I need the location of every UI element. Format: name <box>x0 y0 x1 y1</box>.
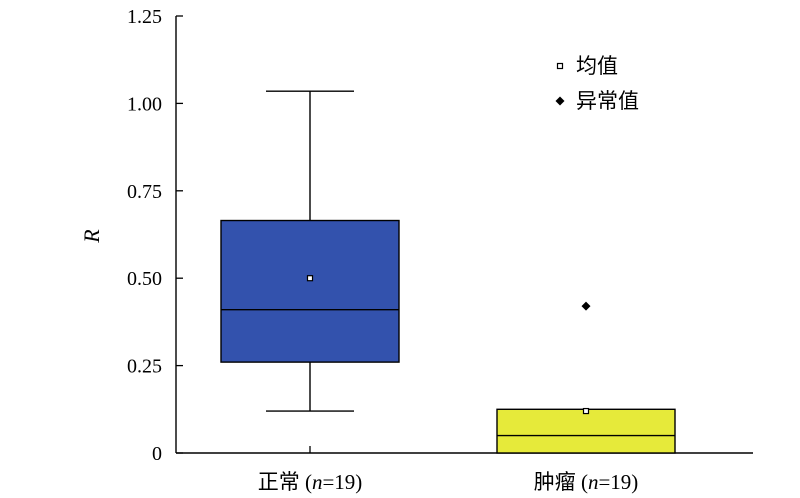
category-n-value: =19) <box>598 470 638 494</box>
x-category-labels: 正常 (n=19) 肿瘤 (n=19) <box>258 470 639 494</box>
category-n-value: =19) <box>322 470 362 494</box>
y-tick-label: 0.75 <box>127 181 162 203</box>
legend: 均值 异常值 <box>555 54 639 113</box>
category-name: 正常 <box>258 470 300 494</box>
category-paren: ( <box>576 470 588 494</box>
box-group-2 <box>496 301 676 454</box>
outlier-marker <box>581 301 591 311</box>
category-label-1: 正常 (n=19) <box>258 470 363 494</box>
legend-outlier-label: 异常值 <box>576 89 639 113</box>
box-group-1 <box>220 90 400 412</box>
category-label-2: 肿瘤 (n=19) <box>534 470 639 494</box>
mean-marker <box>306 275 314 282</box>
y-ticks: 0 0.25 0.50 0.75 1.00 1.25 <box>127 6 183 465</box>
category-paren: ( <box>300 470 312 494</box>
y-axis-title: R <box>79 229 104 244</box>
legend-mean-marker <box>556 62 564 70</box>
legend-mean-label: 均值 <box>576 54 618 78</box>
box-iqr <box>496 408 676 454</box>
legend-outlier-marker <box>555 96 565 106</box>
y-tick-label: 0 <box>152 443 162 465</box>
category-n: n <box>588 470 599 494</box>
category-name: 肿瘤 <box>534 470 576 494</box>
mean-marker <box>582 407 590 415</box>
category-n: n <box>312 470 323 494</box>
y-tick-label: 1.25 <box>127 6 162 28</box>
box-iqr <box>220 219 400 363</box>
y-tick-label: 1.00 <box>127 93 162 115</box>
y-tick-label: 0.25 <box>127 356 162 378</box>
y-tick-label: 0.50 <box>127 268 162 290</box>
boxes <box>220 90 676 454</box>
